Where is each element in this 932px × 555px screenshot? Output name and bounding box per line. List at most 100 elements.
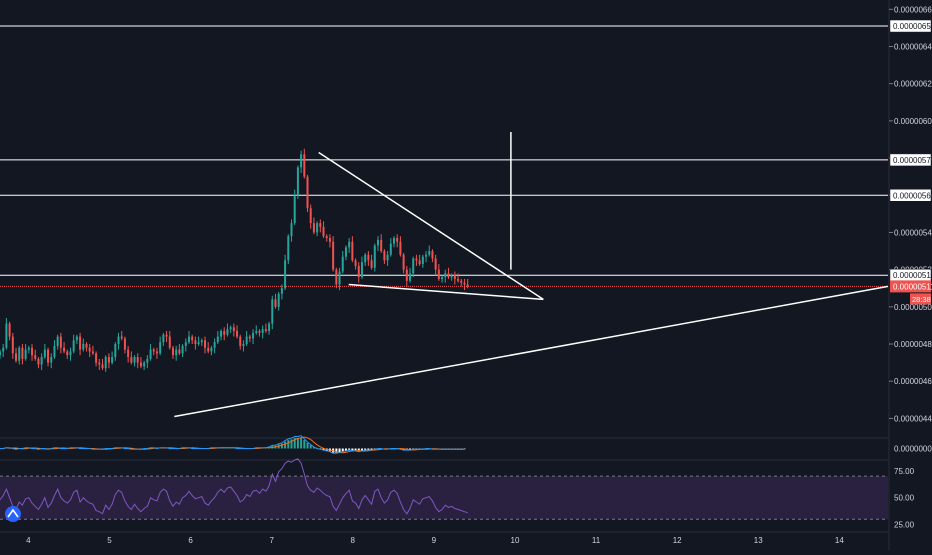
horizontal-level-tag[interactable] (889, 153, 932, 167)
candle-body[interactable] (82, 344, 85, 350)
candle-body[interactable] (380, 239, 383, 252)
horizontal-level-tag[interactable] (889, 19, 932, 33)
candle-body[interactable] (373, 245, 376, 268)
candle-body[interactable] (101, 364, 104, 369)
candle-body[interactable] (268, 323, 271, 332)
candle-body[interactable] (328, 238, 331, 242)
candle-body[interactable] (300, 154, 303, 168)
candle-body[interactable] (393, 238, 396, 244)
candle-body[interactable] (437, 269, 440, 279)
candle-body[interactable] (152, 349, 155, 352)
candle-body[interactable] (85, 344, 88, 348)
candle-body[interactable] (325, 236, 328, 239)
candle-body[interactable] (117, 336, 120, 345)
candle-body[interactable] (216, 336, 219, 343)
candle-body[interactable] (18, 347, 21, 361)
candle-body[interactable] (271, 299, 274, 324)
candle-body[interactable] (79, 336, 82, 350)
trendline-lower[interactable] (348, 283, 544, 301)
candle-body[interactable] (27, 347, 30, 350)
candle-body[interactable] (354, 260, 357, 266)
candle-body[interactable] (229, 327, 232, 330)
candle-body[interactable] (415, 258, 418, 261)
candle-body[interactable] (444, 273, 447, 278)
candle-body[interactable] (171, 347, 174, 356)
candle-body[interactable] (232, 327, 235, 332)
candle-body[interactable] (162, 334, 165, 343)
candle-body[interactable] (91, 351, 94, 354)
candle-body[interactable] (204, 340, 207, 348)
candle-body[interactable] (319, 223, 322, 227)
candle-body[interactable] (242, 344, 245, 346)
candle-body[interactable] (405, 269, 408, 281)
candle-body[interactable] (466, 284, 469, 287)
candle-body[interactable] (421, 256, 424, 265)
tradingview-logo-icon[interactable] (5, 506, 21, 522)
candle-body[interactable] (111, 357, 114, 363)
candle-body[interactable] (376, 239, 379, 246)
candle-body[interactable] (309, 208, 312, 224)
trendline-upper[interactable] (318, 151, 544, 301)
candle-body[interactable] (431, 251, 434, 259)
candle-body[interactable] (223, 331, 226, 335)
candle-body[interactable] (184, 342, 187, 346)
candle-body[interactable] (50, 357, 53, 363)
candle-body[interactable] (120, 336, 123, 339)
candle-body[interactable] (341, 256, 344, 272)
candle-body[interactable] (351, 241, 354, 261)
candle-body[interactable] (409, 273, 412, 281)
candle-body[interactable] (139, 362, 142, 367)
candle-body[interactable] (453, 275, 456, 279)
candle-body[interactable] (72, 340, 75, 352)
candle-body[interactable] (136, 357, 139, 363)
candle-body[interactable] (312, 223, 315, 233)
candle-body[interactable] (338, 271, 341, 285)
current-price-tag[interactable] (890, 280, 931, 293)
candle-body[interactable] (15, 353, 18, 361)
candle-body[interactable] (21, 347, 24, 359)
candle-body[interactable] (168, 336, 171, 348)
candle-body[interactable] (293, 195, 296, 224)
candle-body[interactable] (194, 340, 197, 345)
candle-body[interactable] (296, 167, 299, 196)
candle-body[interactable] (463, 282, 466, 285)
candle-body[interactable] (428, 251, 431, 255)
candle-body[interactable] (155, 351, 158, 354)
candle-body[interactable] (24, 349, 27, 359)
candle-body[interactable] (66, 351, 69, 356)
candle-body[interactable] (287, 236, 290, 261)
candle-body[interactable] (0, 351, 2, 356)
candle-body[interactable] (159, 342, 162, 354)
candle-body[interactable] (127, 349, 130, 358)
candle-body[interactable] (367, 254, 370, 261)
candle-body[interactable] (107, 357, 110, 363)
candle-body[interactable] (200, 340, 203, 343)
candle-body[interactable] (402, 254, 405, 270)
candle-body[interactable] (213, 342, 216, 348)
candle-body[interactable] (332, 241, 335, 270)
candle-body[interactable] (412, 258, 415, 274)
candle-body[interactable] (389, 243, 392, 255)
candle-body[interactable] (88, 347, 91, 352)
candle-body[interactable] (5, 323, 8, 348)
candle-body[interactable] (383, 251, 386, 261)
candle-body[interactable] (306, 176, 309, 209)
candle-body[interactable] (252, 332, 255, 339)
candle-body[interactable] (207, 347, 210, 352)
candle-body[interactable] (457, 278, 460, 281)
candle-body[interactable] (236, 331, 239, 337)
candle-body[interactable] (284, 260, 287, 289)
candle-body[interactable] (31, 347, 34, 356)
candle-body[interactable] (264, 329, 267, 332)
candle-body[interactable] (396, 238, 399, 242)
candle-body[interactable] (245, 336, 248, 345)
candle-body[interactable] (344, 247, 347, 257)
candle-body[interactable] (69, 351, 72, 356)
candle-body[interactable] (441, 277, 444, 279)
candle-body[interactable] (303, 154, 306, 177)
price-pane[interactable] (0, 25, 889, 418)
candle-body[interactable] (274, 299, 277, 307)
candle-body[interactable] (322, 226, 325, 237)
